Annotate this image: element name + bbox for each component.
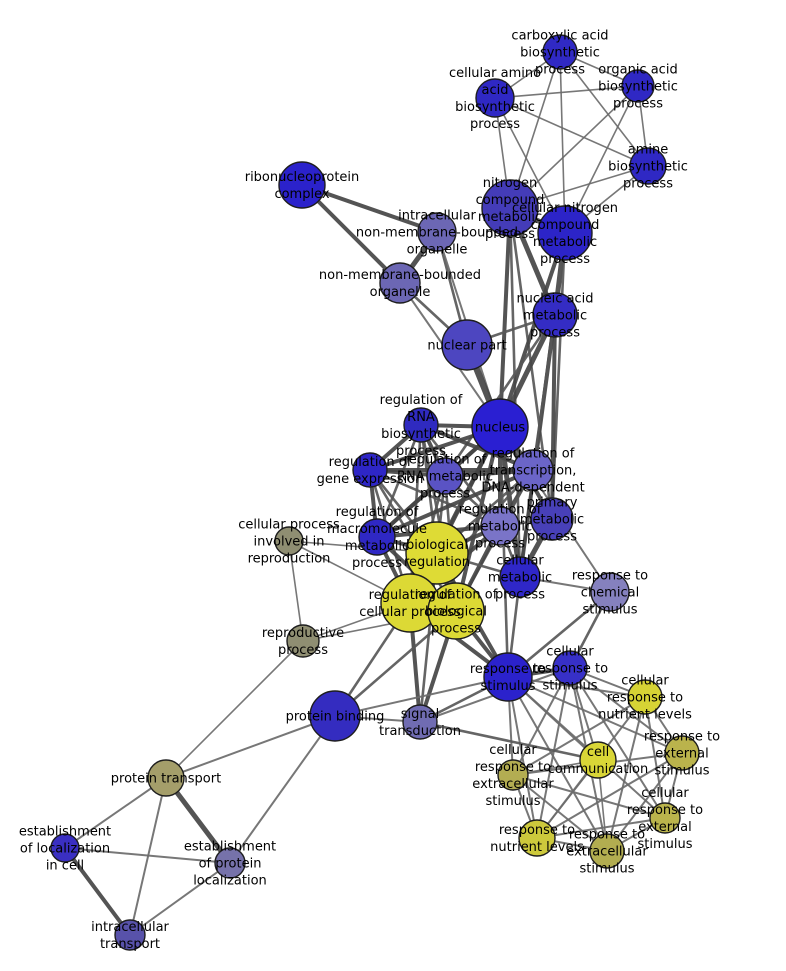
edge-elc-itrans[interactable] — [63, 846, 132, 937]
node-nucleus[interactable]: nucleus — [471, 398, 529, 456]
edge-cncm-nucleus[interactable] — [498, 231, 567, 429]
node-itrans[interactable]: intracellular transport — [114, 919, 146, 951]
node-rm[interactable]: regulation of metabolic process — [480, 506, 520, 546]
node-br[interactable]: biological regulation — [405, 521, 469, 585]
edge-elc-epl[interactable] — [64, 847, 231, 864]
node-rmm[interactable]: regulation of macromolecule metabolic pr… — [358, 518, 396, 556]
edge-crexc-rexc[interactable] — [512, 774, 608, 852]
edge-crs-rnl[interactable] — [536, 667, 571, 839]
node-ncm[interactable]: nitrogen compound metabolic process — [481, 179, 539, 237]
edge-carb-amine[interactable] — [559, 51, 649, 167]
edge-rnl-crext[interactable] — [536, 817, 666, 839]
node-rext[interactable]: response to external stimulus — [664, 735, 700, 771]
edge-ncm-nucleus[interactable] — [498, 206, 512, 429]
edge-rs-pb[interactable] — [334, 676, 509, 717]
edge-cpir-repro[interactable] — [288, 540, 304, 642]
node-elc[interactable]: establishment of localization in cell — [50, 833, 80, 863]
node-rrb[interactable]: regulation of RNA biosynthetic process — [403, 407, 439, 443]
edge-nam-pm[interactable] — [550, 313, 557, 521]
edge-carb-cncm[interactable] — [559, 51, 566, 234]
edge-crn-rexc[interactable] — [606, 696, 646, 852]
edge-crs-crexc[interactable] — [512, 667, 571, 776]
node-rrm[interactable]: regulation of RNA metabolic process — [426, 457, 464, 495]
node-nucpart[interactable]: nuclear part — [441, 319, 493, 371]
node-rs[interactable]: response to stimulus — [483, 652, 533, 702]
node-pb[interactable]: protein binding — [309, 690, 361, 742]
edge-nam-rt[interactable] — [531, 313, 557, 472]
edge-camino-orgacid[interactable] — [494, 85, 639, 99]
edge-rs-rexc[interactable] — [507, 676, 608, 852]
node-carb[interactable]: carboxylic acid biosynthetic process — [542, 34, 578, 70]
edge-pb-epl[interactable] — [229, 715, 336, 864]
edge-ptrans-elc[interactable] — [64, 777, 167, 849]
node-orgacid[interactable]: organic acid biosynthetic process — [621, 69, 655, 103]
edge-crn-crexc[interactable] — [512, 696, 646, 776]
node-cpir[interactable]: cellular process involved in reproductio… — [274, 526, 304, 556]
edge-pb-ptrans[interactable] — [165, 715, 336, 779]
node-crs[interactable]: cellular response to stimulus — [552, 650, 588, 686]
node-inmbo[interactable]: intracellular non-membrane-bounded organ… — [417, 212, 457, 252]
node-rexc[interactable]: response to extracellular stimulus — [589, 833, 625, 869]
node-cncm[interactable]: cellular nitrogen compound metabolic pro… — [537, 205, 593, 261]
node-rbp[interactable]: regulation of biological process — [427, 582, 485, 640]
edge-rt-rmm[interactable] — [375, 468, 535, 539]
node-rnl[interactable]: response to nutrient levels — [518, 819, 556, 857]
node-camino[interactable]: cellular amino acid biosynthetic process — [475, 78, 515, 118]
edge-crexc-crext[interactable] — [512, 774, 666, 819]
node-pm[interactable]: primary metabolic process — [530, 497, 574, 541]
node-amine[interactable]: amine biosynthetic process — [629, 147, 667, 185]
node-ccomm[interactable]: cell communication — [579, 741, 617, 779]
edge-ptrans-repro[interactable] — [165, 640, 304, 779]
node-nmbo[interactable]: non-membrane-bounded organelle — [379, 262, 421, 304]
node-epl[interactable]: establishment of protein localization — [214, 847, 246, 879]
edge-orgacid-ncm[interactable] — [509, 85, 639, 209]
edge-rext-rexc[interactable] — [606, 752, 683, 852]
edge-rnp-inmbo[interactable] — [300, 183, 439, 234]
node-crn[interactable]: cellular response to nutrient levels — [627, 679, 663, 715]
node-crext[interactable]: cellular response to external stimulus — [649, 802, 681, 834]
node-cm[interactable]: cellular metabolic process — [499, 556, 541, 598]
edge-camino-amine[interactable] — [494, 97, 649, 167]
node-nam[interactable]: nucleic acid metabolic process — [532, 292, 578, 338]
edge-rrb-rcp[interactable] — [408, 423, 423, 605]
edge-epl-itrans[interactable] — [129, 862, 231, 936]
node-repro[interactable]: reproductive process — [286, 624, 320, 658]
edge-rext-rnl[interactable] — [536, 752, 683, 839]
node-rt[interactable]: regulation of transcription, DNA-depende… — [512, 449, 554, 491]
edge-crs-rext[interactable] — [569, 667, 683, 754]
node-crexc[interactable]: cellular response to extracellular stimu… — [497, 759, 529, 791]
node-rnp[interactable]: ribonucleoprotein complex — [278, 161, 326, 209]
node-rge[interactable]: regulation of gene expression — [352, 452, 388, 488]
node-rchem[interactable]: response to chemical stimulus — [590, 572, 630, 612]
node-ptrans[interactable]: protein transport — [147, 759, 185, 797]
edge-crs-crext[interactable] — [569, 667, 666, 819]
edge-nam-rrm[interactable] — [443, 313, 557, 478]
edge-ccomm-st[interactable] — [418, 720, 600, 762]
node-st[interactable]: signal transduction — [402, 704, 438, 740]
